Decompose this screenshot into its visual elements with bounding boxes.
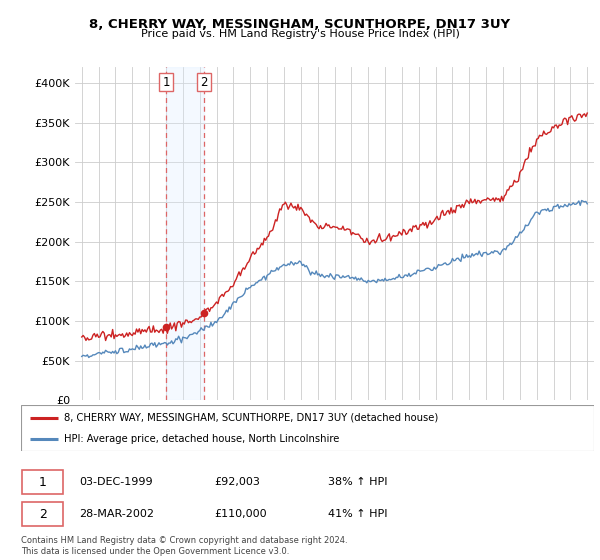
FancyBboxPatch shape [21,405,594,451]
Text: 2: 2 [38,507,47,521]
FancyBboxPatch shape [22,502,64,526]
Text: 8, CHERRY WAY, MESSINGHAM, SCUNTHORPE, DN17 3UY: 8, CHERRY WAY, MESSINGHAM, SCUNTHORPE, D… [89,18,511,31]
Text: 28-MAR-2002: 28-MAR-2002 [79,509,154,519]
Text: £110,000: £110,000 [214,509,267,519]
Text: 1: 1 [162,76,170,88]
Text: HPI: Average price, detached house, North Lincolnshire: HPI: Average price, detached house, Nort… [64,435,340,444]
FancyBboxPatch shape [22,470,64,494]
Text: Price paid vs. HM Land Registry's House Price Index (HPI): Price paid vs. HM Land Registry's House … [140,29,460,39]
Text: 8, CHERRY WAY, MESSINGHAM, SCUNTHORPE, DN17 3UY (detached house): 8, CHERRY WAY, MESSINGHAM, SCUNTHORPE, D… [64,413,438,423]
Text: Contains HM Land Registry data © Crown copyright and database right 2024.
This d: Contains HM Land Registry data © Crown c… [21,536,347,556]
Text: £92,003: £92,003 [214,477,260,487]
Text: 03-DEC-1999: 03-DEC-1999 [79,477,153,487]
Text: 38% ↑ HPI: 38% ↑ HPI [328,477,388,487]
Text: 41% ↑ HPI: 41% ↑ HPI [328,509,388,519]
Bar [166,67,204,400]
Text: 1: 1 [38,475,47,489]
Text: 2: 2 [200,76,208,88]
